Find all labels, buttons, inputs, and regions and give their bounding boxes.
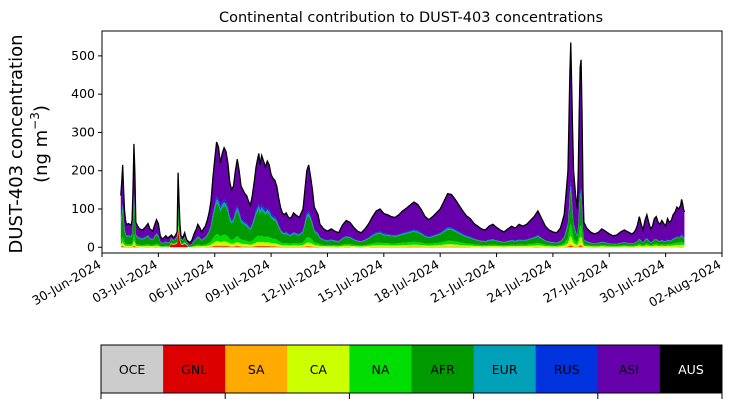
legend-label-na: NA [371, 362, 389, 377]
legend-swatch-aus [659, 345, 723, 393]
area-gnl [120, 228, 685, 248]
legend-swatch-na [349, 345, 412, 393]
area-na [120, 219, 685, 247]
legend-swatch-sa [225, 345, 288, 393]
total-concentration-line [120, 42, 686, 244]
legend-swatch-asi [597, 345, 661, 393]
area-asi [120, 42, 685, 245]
x-tick-label: 30-Jun-2024 [29, 257, 103, 308]
legend-label-aus: AUS [678, 362, 704, 377]
legend-label-sa: SA [248, 362, 265, 377]
legend-swatch-ca [287, 345, 350, 393]
plot-frame [101, 30, 723, 254]
legend-frame [100, 344, 723, 394]
legend-swatch-afr [411, 345, 475, 393]
legend-label-afr: AFR [430, 362, 455, 377]
legend-label-ca: CA [310, 362, 328, 377]
y-tick-label: 300 [71, 124, 95, 139]
y-axis-label-line1: DUST-403 concentration [6, 34, 27, 253]
legend-swatch-oce [101, 345, 164, 393]
y-tick-label: 200 [71, 163, 95, 178]
y-tick-label: 100 [71, 201, 95, 216]
legend-swatch-gnl [163, 345, 226, 393]
legend-label-eur: EUR [492, 362, 518, 377]
x-axis-ticks: 30-Jun-202403-Jul-202406-Jul-202409-Jul-… [29, 253, 724, 310]
y-tick-label: 400 [71, 86, 95, 101]
chart-title: Continental contribution to DUST-403 con… [219, 10, 603, 26]
y-tick-label: 0 [87, 239, 95, 254]
legend-label-gnl: GNL [181, 362, 207, 377]
legend-label-asi: ASI [619, 362, 639, 377]
legend-label-rus: RUS [554, 362, 580, 377]
legend-swatch-rus [535, 345, 599, 393]
legend-swatch-eur [473, 345, 537, 393]
y-axis-ticks: 0 100 200 300 400 500 [71, 48, 102, 254]
area-afr [120, 189, 685, 247]
y-axis-label: DUST-403 concentration (ng m−3) [6, 34, 52, 253]
y-axis-label-line2: (ng m−3) [28, 105, 52, 183]
legend-label-oce: OCE [119, 362, 146, 377]
stacked-areas [120, 42, 685, 248]
legend-colorbar: OCE GNL SA CA NA AFR EUR RUS ASI AUS [100, 344, 723, 399]
y-tick-label: 500 [71, 48, 95, 63]
